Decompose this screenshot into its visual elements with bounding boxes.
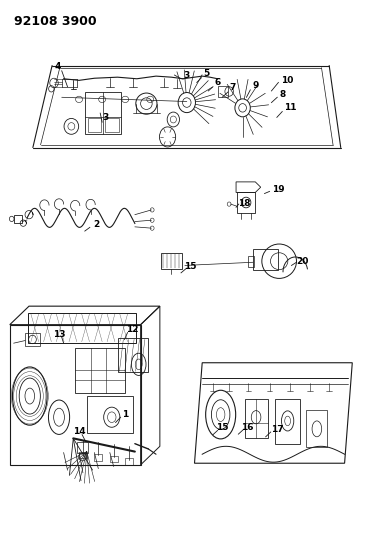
Text: 11: 11 — [284, 103, 296, 112]
Text: 17: 17 — [270, 425, 283, 434]
Bar — [85, 92, 121, 134]
Bar — [249, 256, 254, 266]
Bar — [117, 338, 148, 372]
Text: 8: 8 — [280, 90, 286, 99]
Bar — [110, 456, 117, 462]
Bar — [237, 192, 255, 213]
Bar — [245, 399, 268, 438]
Text: 20: 20 — [296, 257, 308, 266]
Text: 3: 3 — [103, 113, 109, 122]
Text: 16: 16 — [241, 423, 254, 432]
Text: 5: 5 — [203, 69, 209, 78]
Bar — [25, 333, 40, 346]
Text: 92108 3900: 92108 3900 — [14, 15, 96, 28]
Text: 10: 10 — [281, 76, 293, 85]
Bar — [105, 118, 119, 132]
Bar — [87, 396, 133, 433]
Text: 2: 2 — [93, 220, 100, 229]
Bar — [275, 399, 300, 443]
Text: 3: 3 — [184, 70, 190, 79]
Bar — [306, 410, 327, 447]
Text: 7: 7 — [229, 83, 235, 92]
Bar — [79, 452, 87, 458]
Text: 9: 9 — [253, 81, 259, 90]
Bar — [125, 458, 133, 465]
Bar — [75, 349, 125, 393]
Text: 12: 12 — [126, 326, 138, 335]
Text: 15: 15 — [184, 262, 197, 271]
Text: 18: 18 — [238, 198, 251, 207]
Text: 19: 19 — [272, 185, 285, 195]
Text: 15: 15 — [216, 423, 228, 432]
Bar — [253, 249, 278, 270]
Bar — [88, 118, 101, 132]
Text: 14: 14 — [73, 427, 85, 436]
Bar — [161, 253, 182, 269]
Bar — [14, 215, 22, 223]
Text: 13: 13 — [53, 330, 65, 338]
Bar — [95, 454, 102, 461]
Bar — [217, 86, 228, 98]
Text: 1: 1 — [122, 410, 128, 419]
Text: 6: 6 — [214, 78, 221, 87]
Bar — [28, 312, 136, 343]
Text: 4: 4 — [55, 62, 61, 71]
Bar — [77, 442, 88, 453]
